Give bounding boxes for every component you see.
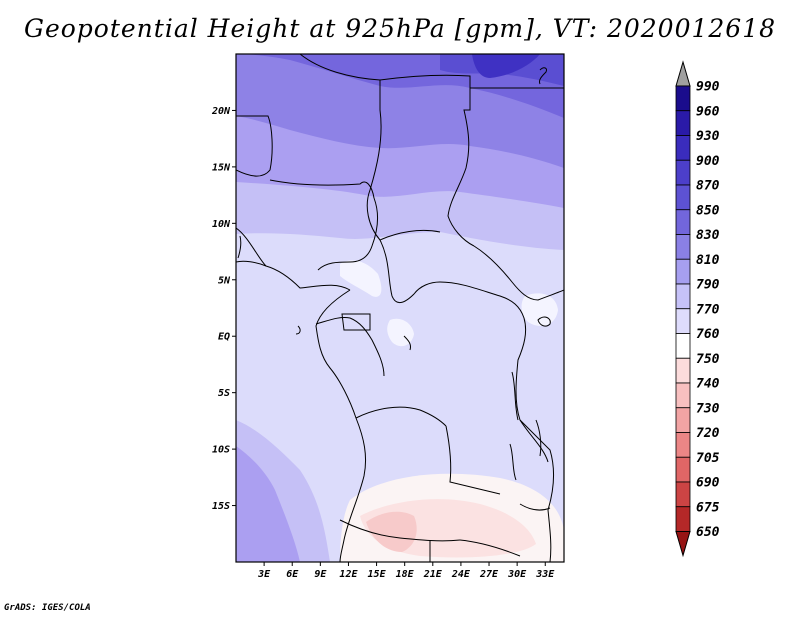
colorbar-swatch: [675, 135, 691, 161]
lon-tick-label: 30E: [507, 569, 527, 580]
lat-tick-label: 10S: [212, 445, 230, 456]
water-bodies: [237, 67, 551, 511]
country-borders: [236, 54, 564, 562]
lon-tick-label: 3E: [257, 569, 271, 580]
colorbar-level-label: 810: [696, 253, 720, 268]
colorbar-swatch: [675, 357, 691, 384]
map-axes: 20N 15N 10N 5N EQ 5S 10S 15S 3E 6E 9E 12E 15E 18E 21E 2…: [211, 106, 555, 580]
colorbar-swatch: [675, 283, 691, 310]
colorbar-swatch: [675, 308, 691, 334]
colorbar-swatch: [675, 481, 691, 508]
lat-tick-label: 5S: [218, 388, 230, 399]
lon-tick-label: 15E: [368, 569, 387, 580]
plot-frame: [235, 53, 565, 563]
lon-tick-label: 9E: [314, 569, 327, 580]
lat-tick-label: 20N: [211, 106, 231, 117]
band-810-sw: [236, 446, 300, 562]
colorbar-top-arrow: [675, 60, 691, 87]
colorbar-swatch: [675, 209, 691, 235]
height-field: [236, 54, 564, 562]
band-770-a: [340, 260, 382, 297]
colorbar-level-label: 850: [696, 203, 720, 218]
lat-tick-label: 10N: [212, 219, 231, 230]
grads-credit: GrADS: IGES/COLA: [4, 603, 91, 613]
colorbar-level-label: 930: [696, 129, 720, 144]
colorbar-level-label: 790: [696, 278, 720, 293]
colorbar-swatch: [675, 234, 691, 260]
colorbar: 990 960 930 900 870 850 830 810 790 770 760 750 740 7…: [675, 60, 720, 558]
colorbar-level-label: 720: [696, 426, 720, 441]
colorbar-bottom-arrow: [675, 531, 691, 558]
lon-tick-label: 12E: [339, 569, 358, 580]
colorbar-level-label: 870: [696, 179, 720, 194]
colorbar-level-label: 650: [696, 525, 720, 540]
colorbar-level-label: 900: [696, 154, 720, 169]
lat-tick-label: EQ: [218, 332, 230, 343]
colorbar-level-label: 760: [696, 327, 720, 342]
colorbar-level-label: 770: [696, 302, 720, 317]
band-750: [366, 511, 417, 552]
colorbar-level-label: 750: [696, 352, 720, 367]
colorbar-swatch: [675, 110, 691, 136]
colorbar-swatch: [675, 506, 691, 532]
colorbar-level-label: 830: [696, 228, 720, 243]
colorbar-level-label: 990: [696, 80, 720, 95]
colorbar-swatch: [675, 456, 691, 483]
lat-tick-label: 15S: [212, 501, 230, 512]
colorbar-level-label: 690: [696, 476, 720, 491]
colorbar-level-label: 960: [696, 104, 720, 119]
lon-tick-label: 18E: [396, 569, 415, 580]
lon-tick-label: 33E: [535, 569, 555, 580]
colorbar-swatch: [675, 432, 691, 458]
colorbar-swatch: [675, 159, 691, 186]
lon-tick-label: 21E: [423, 569, 443, 580]
colorbar-swatch: [675, 184, 691, 211]
colorbar-swatch: [675, 333, 691, 359]
lat-tick-label: 5N: [218, 275, 231, 286]
lat-tick-label: 15N: [212, 162, 231, 173]
colorbar-level-label: 730: [696, 401, 720, 416]
colorbar-swatch: [675, 85, 691, 112]
colorbar-level-label: 740: [696, 377, 720, 392]
colorbar-level-label: 675: [696, 500, 720, 515]
colorbar-swatch: [675, 407, 691, 433]
lon-tick-label: 24E: [451, 569, 471, 580]
lon-tick-label: 6E: [286, 569, 299, 580]
lon-tick-label: 27E: [479, 569, 499, 580]
colorbar-swatch: [675, 258, 691, 285]
band-770-b: [521, 293, 558, 326]
map-title: Geopotential Height at 925hPa [gpm], VT:…: [23, 14, 777, 43]
colorbar-level-label: 705: [696, 451, 720, 466]
colorbar-swatch: [675, 382, 691, 409]
band-900: [472, 54, 540, 78]
